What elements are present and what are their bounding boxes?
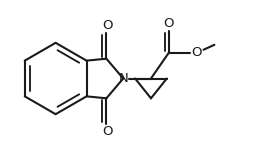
Text: N: N <box>118 72 128 85</box>
Text: O: O <box>102 125 113 138</box>
Text: O: O <box>164 17 174 30</box>
Text: O: O <box>191 46 202 59</box>
Text: O: O <box>102 19 113 32</box>
